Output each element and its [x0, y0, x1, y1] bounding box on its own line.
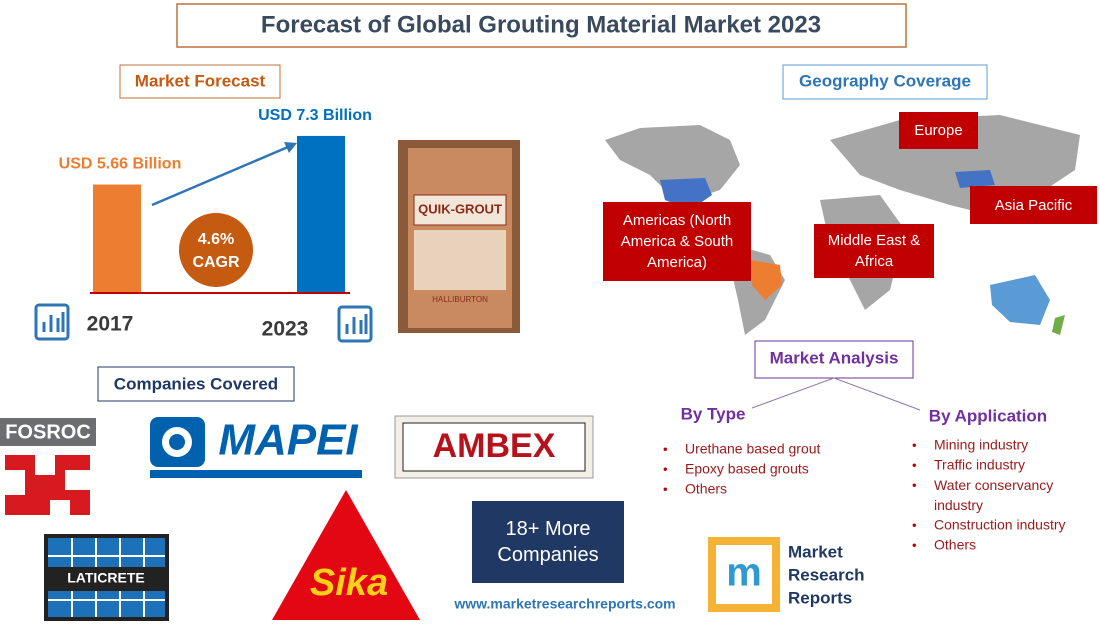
region-box	[814, 224, 934, 278]
title-box	[176, 3, 907, 48]
logo-text: Research	[788, 565, 865, 584]
arrow-head	[284, 142, 297, 153]
region-label: Asia Pacific	[994, 196, 1073, 214]
more-companies: 18+ More Companies	[497, 518, 599, 566]
bullet: •	[663, 461, 668, 476]
chart-icon	[34, 303, 373, 343]
more-companies-text: 18+ More Companies	[497, 518, 599, 566]
list-item: Traffic industry	[934, 457, 1025, 473]
more-companies-box	[472, 501, 624, 583]
analysis-heading: Market Analysis	[770, 348, 899, 367]
list-item: Water conservancy industry	[934, 477, 1053, 513]
list-item: Others	[934, 537, 976, 553]
forecast-chart: USD 5.66 Billion 2017 USD 7.3 Billion 2023	[59, 107, 372, 340]
svg-text:m: m	[726, 551, 762, 595]
connector	[751, 377, 835, 409]
laticrete-logo: LATICRETE	[44, 534, 169, 621]
mapei-logo: MAPEI	[150, 416, 362, 478]
region-label-box: Americas (North America & South America)	[620, 212, 734, 271]
year-label: 2017	[87, 313, 134, 336]
bar	[297, 135, 345, 293]
list-item: Urethane based grout	[685, 441, 821, 457]
region-box	[899, 112, 978, 149]
region-label: Europe	[914, 122, 963, 139]
logo-text: LATICRETE	[67, 570, 145, 586]
value-label: USD 7.3 Billion	[258, 107, 372, 124]
product-brand: QUIK-GROUT	[418, 201, 502, 216]
logo-text: MAPEI	[218, 416, 358, 465]
connector	[833, 377, 921, 411]
bullet: •	[912, 437, 917, 452]
title: Forecast of Global Grouting Material Mar…	[261, 11, 821, 38]
bullet: •	[912, 477, 917, 492]
geography-heading: Geography Coverage	[799, 71, 971, 90]
companies-heading-box	[97, 366, 295, 402]
bullet: •	[912, 457, 917, 472]
fosroc-logo: FOSROC	[0, 418, 96, 515]
companies-heading: Companies Covered	[114, 374, 278, 393]
cagr-label: CAGR	[192, 254, 240, 271]
forecast-heading-box	[119, 64, 281, 99]
growth-arrow	[151, 145, 289, 207]
region-label-box: Asia Pacific	[994, 196, 1073, 214]
footer-url: www.marketresearchreports.com	[453, 596, 675, 612]
logo-text: Sika	[310, 562, 388, 604]
by-application-heading: By Application	[929, 406, 1047, 425]
mrr-logo: m Market Research Reports	[708, 537, 865, 612]
bullet: •	[912, 537, 917, 552]
logo-text: Reports	[788, 588, 852, 607]
bullet: •	[912, 517, 917, 532]
region-label: Americas (North America & South America)	[620, 212, 734, 271]
bullet: •	[663, 481, 668, 496]
sika-logo: Sika	[272, 490, 420, 620]
region-labels: Europe Americas (North America & South Am…	[603, 112, 1097, 281]
analysis-lists: • Urethane based grout • Epoxy based grouts…	[663, 437, 1066, 553]
cagr-value: 4.6%	[198, 231, 234, 248]
value-label: USD 5.66 Billion	[59, 156, 182, 173]
region-label: Middle East & Africa	[827, 232, 921, 270]
region-label-box: Europe	[914, 122, 963, 139]
list-item: Others	[685, 481, 727, 497]
list-item: Mining industry	[934, 437, 1028, 453]
region-box	[603, 202, 751, 281]
ambex-logo: AMBEX	[394, 415, 594, 479]
logo-text: AMBEX	[433, 427, 556, 465]
list-item: Construction industry	[934, 517, 1066, 533]
logo-text: Market	[788, 542, 843, 561]
region-box	[970, 186, 1097, 224]
logo-text: FOSROC	[5, 421, 91, 443]
product-image: QUIK-GROUT HALLIBURTON	[398, 140, 520, 333]
by-type-heading: By Type	[681, 404, 746, 423]
forecast-heading: Market Forecast	[135, 71, 266, 90]
list-item: Epoxy based grouts	[685, 461, 809, 477]
analysis-heading-box	[754, 340, 914, 379]
year-label: 2023	[262, 318, 309, 341]
product-maker: HALLIBURTON	[432, 295, 488, 304]
bar	[93, 184, 141, 293]
cagr-circle	[179, 213, 253, 287]
region-label-box: Middle East & Africa	[827, 232, 921, 270]
bullet: •	[663, 441, 668, 456]
geography-heading-box	[782, 64, 988, 100]
